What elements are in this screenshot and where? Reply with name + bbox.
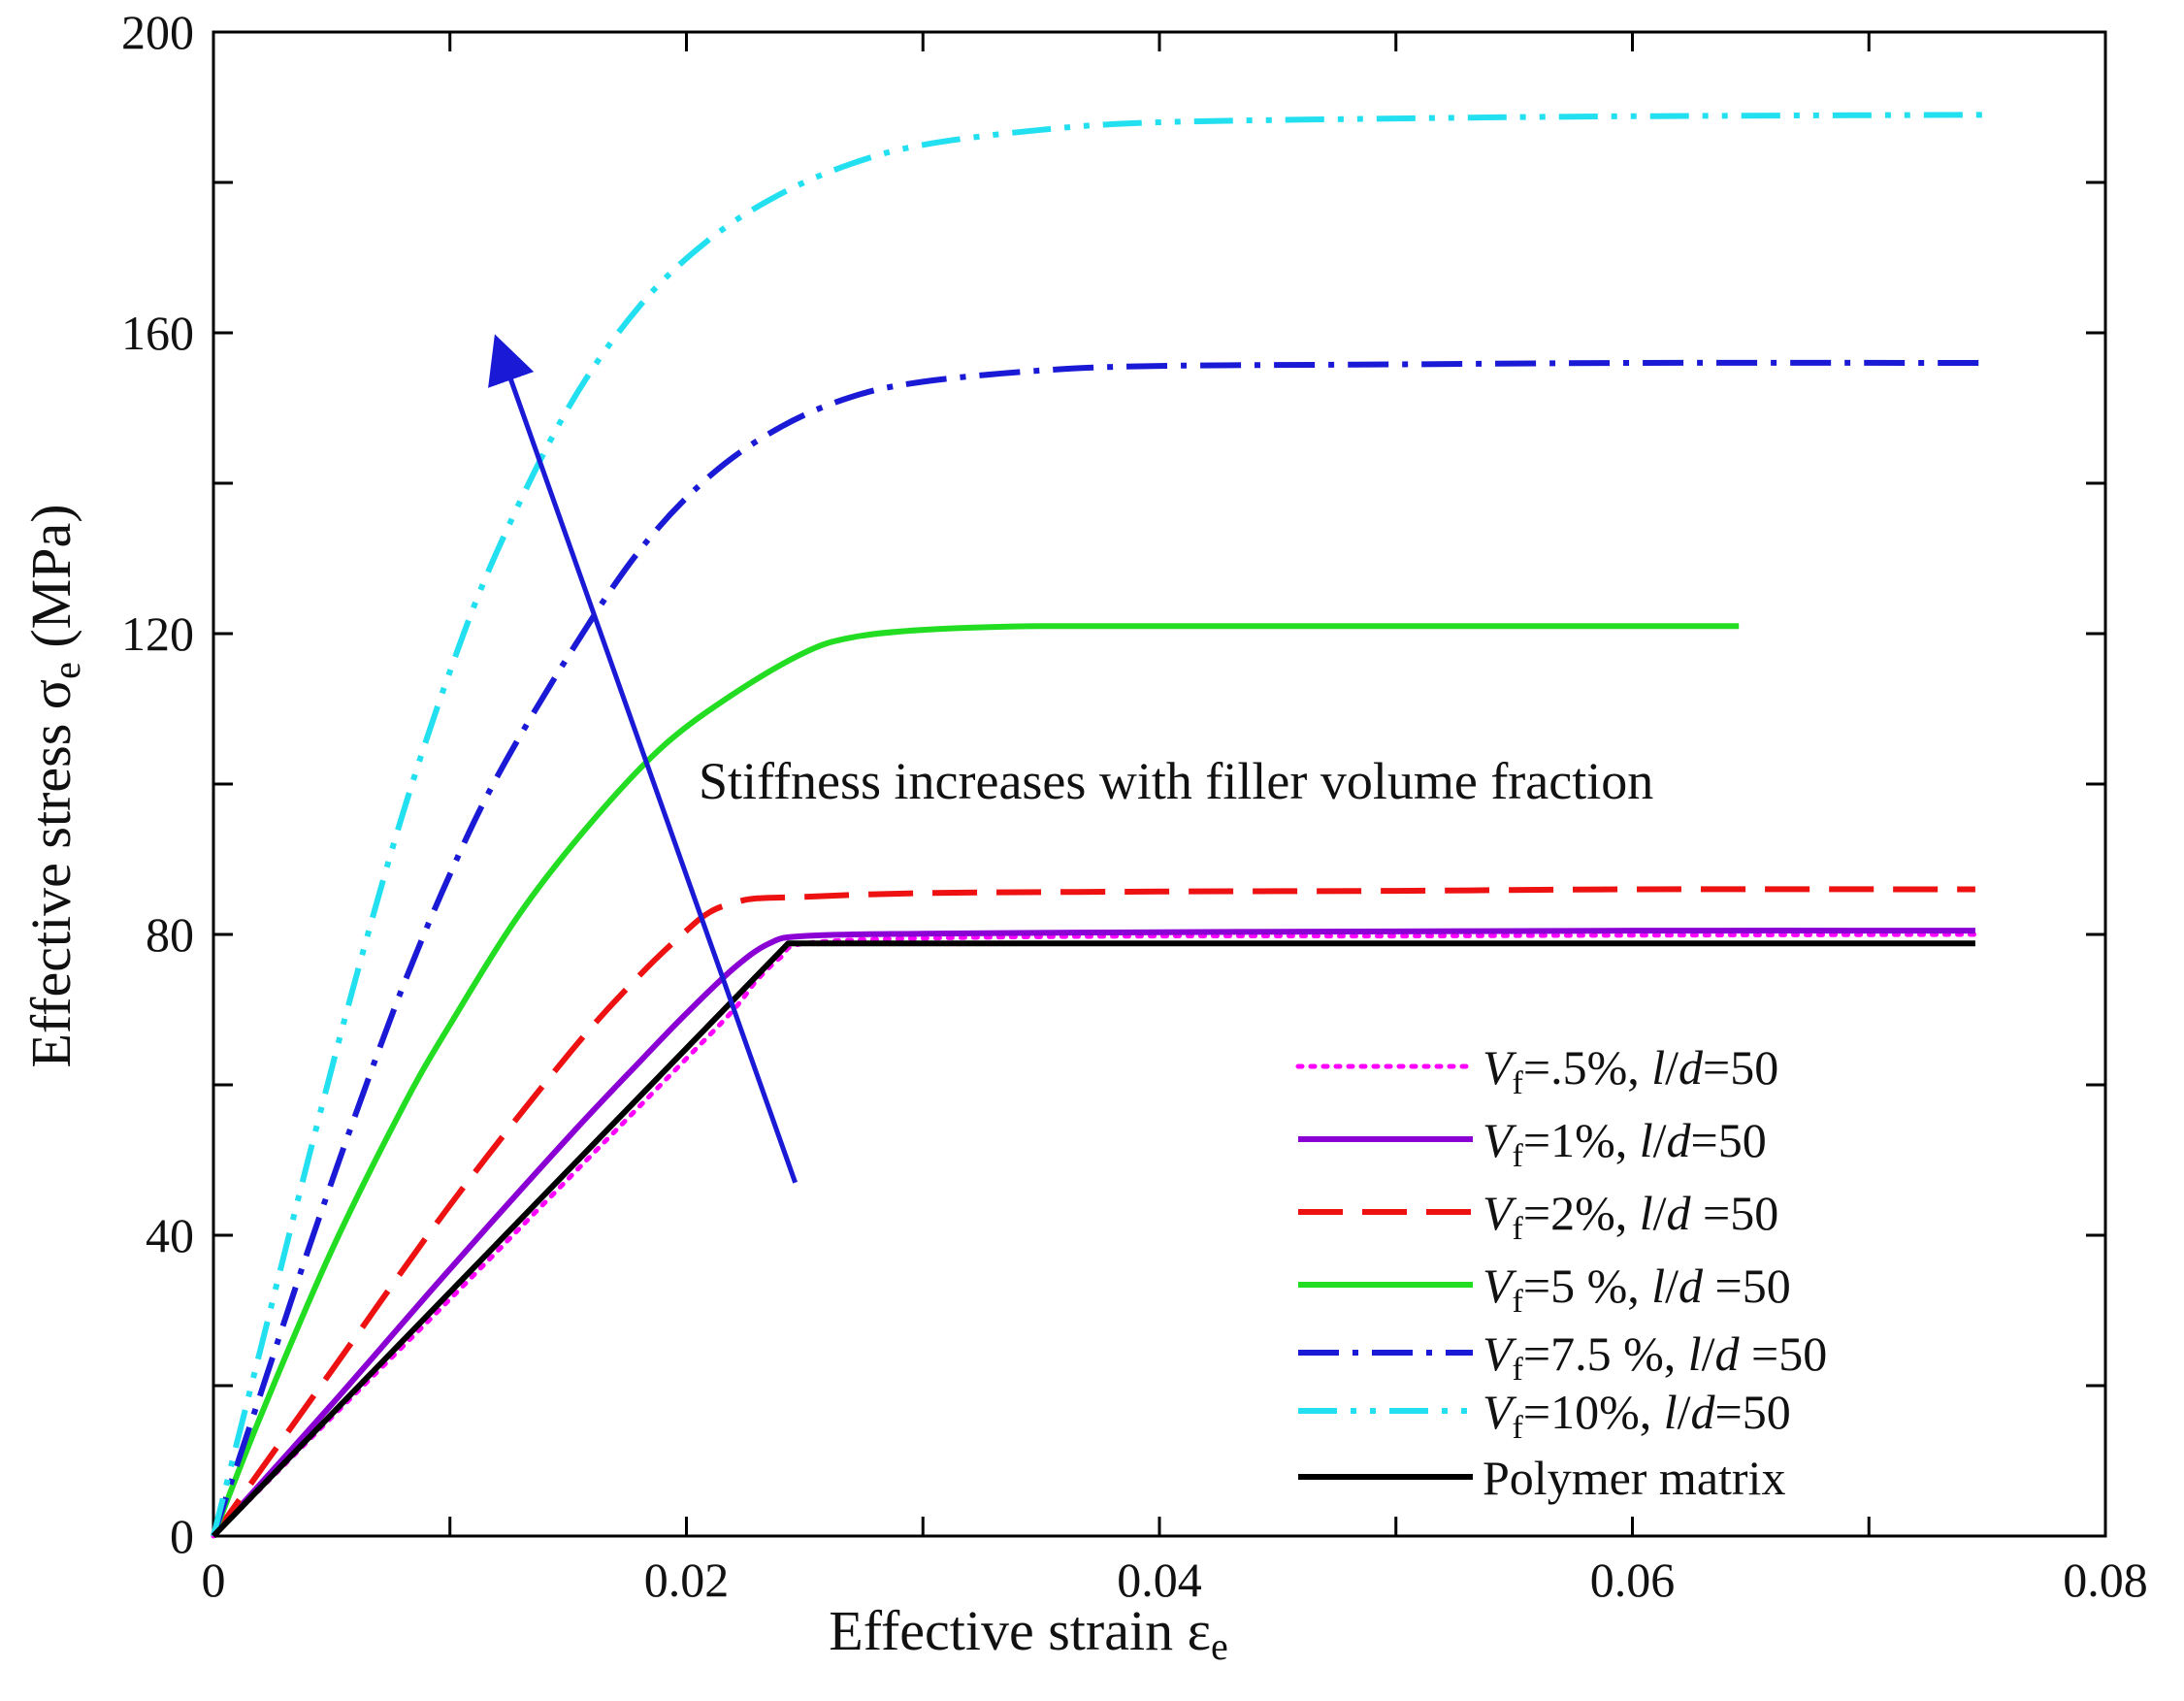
series-layer [211,112,1988,1539]
x-tick-labels: 0 0.02 0.04 0.06 0.08 [202,1553,2148,1607]
y-tick-label: 40 [146,1208,194,1262]
x-tick-label: 0.06 [1590,1553,1676,1607]
x-tick-label: 0 [202,1553,226,1607]
axis-ticks [212,30,2107,1538]
legend: Vf=.5%, l/d=50 Vf=1%, l/d=50 Vf=2%, l/d =5… [1295,1040,1827,1505]
legend-label-5: Vf=10%, l/d=50 [1483,1385,1791,1446]
x-axis-title: Effective strain εe [829,1599,1227,1668]
legend-label-4: Vf=7.5 %, l/d =50 [1483,1326,1827,1388]
legend-label-2: Vf=2%, l/d =50 [1483,1186,1778,1247]
y-tick-label: 200 [121,5,194,59]
legend-label-3: Vf=5 %, l/d =50 [1483,1259,1791,1320]
legend-label-0: Vf=.5%, l/d=50 [1483,1040,1778,1101]
x-tick-label: 0.02 [644,1553,730,1607]
series-line-3 [211,622,1740,1538]
y-tick-label: 0 [170,1509,194,1563]
series-line-1 [211,928,1975,1539]
series-line-6 [211,940,1975,1539]
y-tick-labels: 0 40 80 120 160 200 [121,5,194,1563]
trend-arrow [488,334,798,1184]
annotation-text: Stiffness increases with filler volume f… [699,752,1653,810]
x-tick-label: 0.04 [1117,1553,1202,1607]
y-axis-title: Effective stress σe (MPa) [19,504,88,1067]
series-line-5 [211,112,1988,1537]
legend-label-6: Polymer matrix [1483,1451,1785,1505]
y-tick-label: 120 [121,606,194,661]
y-tick-label: 160 [121,306,194,360]
series-line-2 [211,886,1975,1538]
legend-label-1: Vf=1%, l/d=50 [1483,1113,1767,1174]
x-tick-label: 0.08 [2063,1553,2148,1607]
y-tick-label: 80 [146,907,194,962]
